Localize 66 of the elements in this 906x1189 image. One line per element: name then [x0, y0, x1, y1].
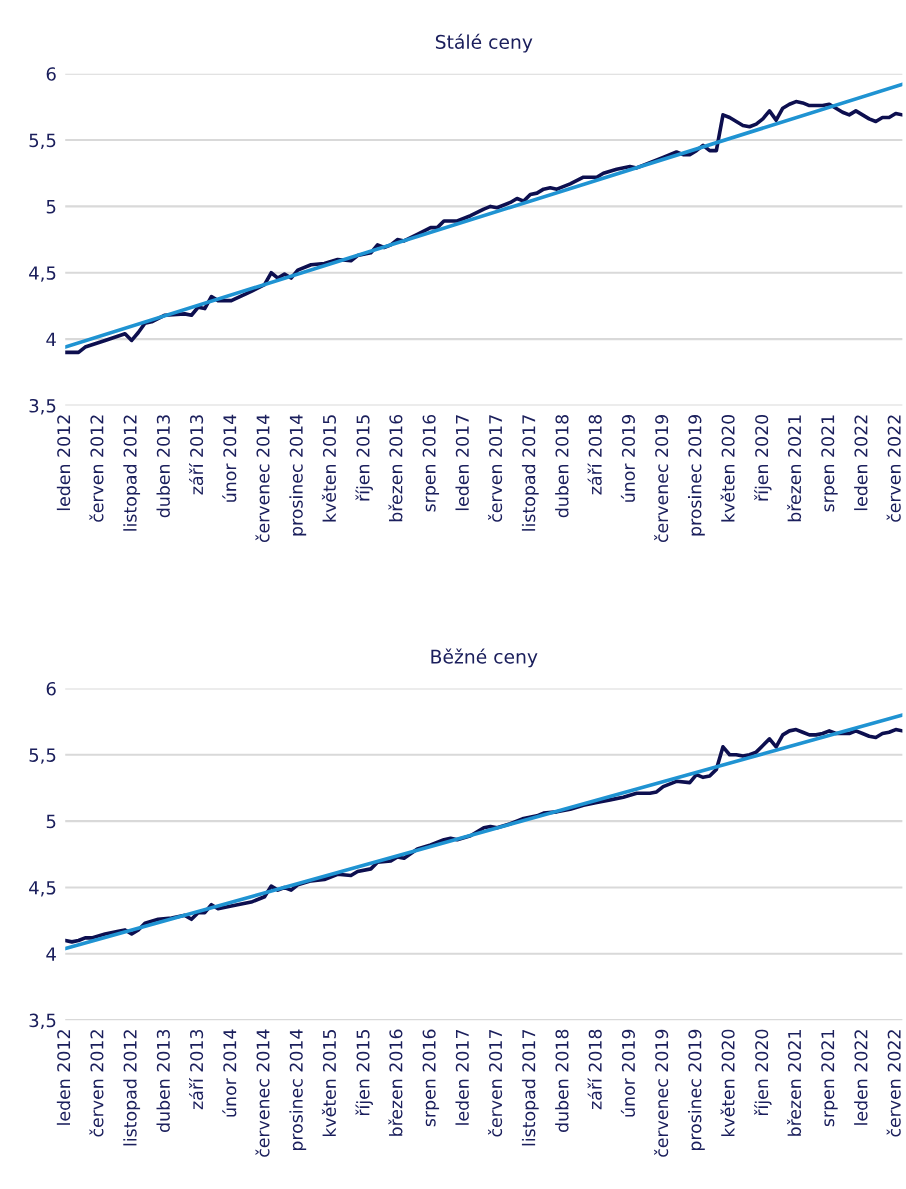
y-tick-label: 4,5: [29, 881, 56, 897]
x-tick-label: listopad 2012: [123, 1030, 141, 1146]
x-tick-label: srpen 2021: [821, 1030, 838, 1127]
x-tick-label: červen 2017: [488, 1029, 503, 1137]
x-tick-label: březen 2021: [786, 1030, 802, 1136]
x-tick-label: únor 2019: [620, 415, 636, 502]
x-tick-label: květen 2015: [321, 1030, 337, 1137]
x-tick-label: říjen 2020: [754, 1029, 772, 1116]
x-tick-label: leden 2017: [455, 1029, 469, 1125]
x-tick-label: říjen 2015: [355, 1030, 373, 1116]
x-tick-label: prosinec 2019: [688, 1029, 705, 1151]
x-tick-label: leden 2012: [56, 1030, 71, 1125]
x-tick-label: únor 2019: [620, 1029, 636, 1117]
chart-title: Běžné ceny: [431, 648, 538, 668]
y-tick-label: 6: [46, 681, 56, 696]
x-tick-label: srpen 2016: [422, 1029, 440, 1127]
x-tick-label: listopad 2012: [123, 415, 141, 531]
chart-title: Stálé ceny: [435, 33, 533, 53]
x-tick-label: květen 2020: [720, 414, 735, 522]
y-tick-label: 4,5: [29, 266, 56, 282]
x-tick-label: listopad 2017: [521, 415, 539, 531]
y-tick-label: 3,5: [29, 1013, 56, 1030]
x-tick-label: květen 2015: [321, 415, 337, 522]
x-tick-label: srpen 2021: [821, 415, 838, 512]
x-tick-label: březen 2021: [786, 415, 802, 522]
y-tick-label: 4: [46, 332, 56, 346]
x-tick-label: červen 2017: [488, 415, 503, 522]
x-tick-label: duben 2013: [156, 415, 170, 518]
x-tick-label: duben 2018: [555, 1029, 569, 1132]
x-tick-label: říjen 2015: [355, 415, 373, 501]
x-tick-label: květen 2020: [720, 1029, 735, 1137]
x-tick-label: červen 2022: [886, 1030, 901, 1137]
x-tick-label: prosinec 2014: [289, 414, 307, 536]
y-tick-label: 3,5: [29, 398, 56, 415]
x-tick-label: prosinec 2014: [289, 1029, 307, 1151]
x-tick-label: říjen 2020: [754, 414, 772, 501]
x-tick-label: červen 2012: [89, 415, 104, 522]
x-tick-label: červen 2022: [886, 415, 901, 522]
x-tick-label: červenec 2019: [654, 415, 669, 543]
x-tick-label: únor 2014: [222, 1029, 237, 1117]
x-tick-label: červenec 2014: [255, 1029, 270, 1157]
x-tick-label: září 2013: [189, 1029, 204, 1110]
x-tick-label: září 2018: [587, 414, 602, 495]
x-tick-label: únor 2014: [222, 414, 237, 502]
x-tick-label: leden 2012: [56, 415, 71, 511]
x-tick-label: leden 2022: [854, 1030, 868, 1125]
x-tick-label: březen 2016: [388, 1029, 403, 1136]
x-tick-label: prosinec 2019: [688, 415, 705, 536]
y-tick-label: 4: [46, 947, 56, 961]
y-tick-label: 5: [46, 200, 56, 214]
x-tick-label: září 2013: [189, 415, 204, 495]
x-tick-label: srpen 2016: [422, 414, 440, 512]
x-tick-label: duben 2013: [156, 1029, 170, 1132]
x-tick-label: září 2018: [587, 1029, 602, 1110]
x-tick-label: červenec 2019: [654, 1029, 669, 1157]
x-tick-label: březen 2016: [388, 414, 403, 522]
x-tick-label: leden 2017: [455, 415, 469, 511]
y-tick-label: 5: [46, 814, 56, 829]
x-tick-label: leden 2022: [854, 415, 868, 511]
x-tick-label: červenec 2014: [255, 414, 270, 543]
y-tick-label: 5,5: [29, 748, 56, 764]
x-tick-label: červen 2012: [89, 1030, 104, 1137]
x-tick-label: listopad 2017: [521, 1029, 539, 1146]
x-tick-label: duben 2018: [555, 414, 569, 518]
y-tick-label: 5,5: [29, 133, 56, 150]
y-tick-label: 6: [46, 67, 56, 81]
